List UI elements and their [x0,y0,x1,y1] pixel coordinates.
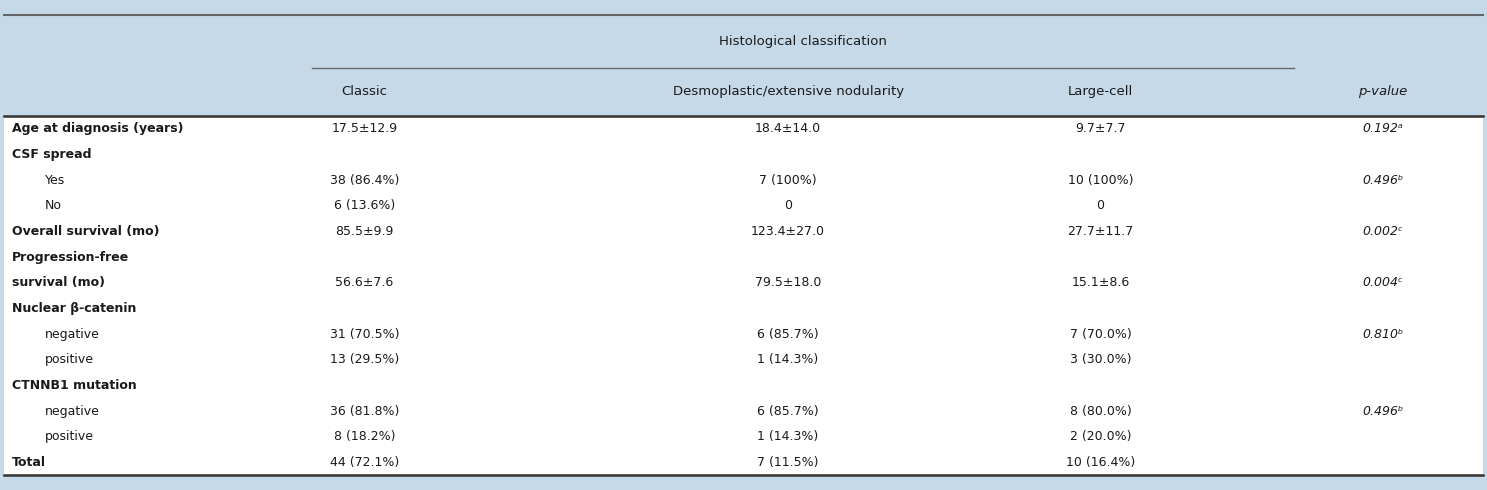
Text: 18.4±14.0: 18.4±14.0 [755,122,821,135]
Text: negative: negative [45,328,100,341]
Text: survival (mo): survival (mo) [12,276,106,289]
Text: 0.496ᵇ: 0.496ᵇ [1362,405,1404,417]
Text: Nuclear β-catenin: Nuclear β-catenin [12,302,137,315]
Text: 7 (70.0%): 7 (70.0%) [1069,328,1132,341]
Text: 2 (20.0%): 2 (20.0%) [1069,430,1132,443]
Text: Total: Total [12,456,46,469]
Text: 15.1±8.6: 15.1±8.6 [1071,276,1130,289]
Text: 123.4±27.0: 123.4±27.0 [751,225,825,238]
Text: 0.810ᵇ: 0.810ᵇ [1362,328,1404,341]
Text: 7 (11.5%): 7 (11.5%) [757,456,819,469]
Text: 6 (85.7%): 6 (85.7%) [757,328,819,341]
Text: 38 (86.4%): 38 (86.4%) [330,173,399,187]
Text: 0.004ᶜ: 0.004ᶜ [1362,276,1404,289]
Text: 79.5±18.0: 79.5±18.0 [755,276,821,289]
Bar [4,116,1483,475]
Text: 8 (80.0%): 8 (80.0%) [1069,405,1132,417]
Text: positive: positive [45,353,94,367]
Text: CSF spread: CSF spread [12,148,91,161]
Text: No: No [45,199,61,212]
Text: 31 (70.5%): 31 (70.5%) [330,328,399,341]
Text: 1 (14.3%): 1 (14.3%) [757,353,819,367]
Text: 3 (30.0%): 3 (30.0%) [1069,353,1132,367]
Text: Large-cell: Large-cell [1068,85,1133,98]
Text: p-value: p-value [1358,85,1408,98]
Text: 6 (85.7%): 6 (85.7%) [757,405,819,417]
Text: 0.002ᶜ: 0.002ᶜ [1362,225,1404,238]
Text: Progression-free: Progression-free [12,251,129,264]
Text: Yes: Yes [45,173,65,187]
Text: positive: positive [45,430,94,443]
Text: 0.496ᵇ: 0.496ᵇ [1362,173,1404,187]
Text: 56.6±7.6: 56.6±7.6 [335,276,394,289]
Text: 85.5±9.9: 85.5±9.9 [335,225,394,238]
Text: Desmoplastic/extensive nodularity: Desmoplastic/extensive nodularity [672,85,904,98]
Text: 0.192ᵃ: 0.192ᵃ [1362,122,1404,135]
Text: Histological classification: Histological classification [720,35,886,48]
Text: Classic: Classic [342,85,387,98]
Text: 44 (72.1%): 44 (72.1%) [330,456,399,469]
Text: 9.7±7.7: 9.7±7.7 [1075,122,1126,135]
Text: 0: 0 [1096,199,1105,212]
Text: 10 (16.4%): 10 (16.4%) [1066,456,1135,469]
Text: Age at diagnosis (years): Age at diagnosis (years) [12,122,183,135]
Text: 17.5±12.9: 17.5±12.9 [332,122,397,135]
Text: 8 (18.2%): 8 (18.2%) [333,430,396,443]
Text: CTNNB1 mutation: CTNNB1 mutation [12,379,137,392]
Text: 13 (29.5%): 13 (29.5%) [330,353,399,367]
Text: 7 (100%): 7 (100%) [760,173,816,187]
Text: 6 (13.6%): 6 (13.6%) [333,199,396,212]
Text: negative: negative [45,405,100,417]
Text: 1 (14.3%): 1 (14.3%) [757,430,819,443]
Text: 0: 0 [784,199,793,212]
Text: Overall survival (mo): Overall survival (mo) [12,225,159,238]
Text: 10 (100%): 10 (100%) [1068,173,1133,187]
Text: 36 (81.8%): 36 (81.8%) [330,405,399,417]
Text: 27.7±11.7: 27.7±11.7 [1068,225,1133,238]
